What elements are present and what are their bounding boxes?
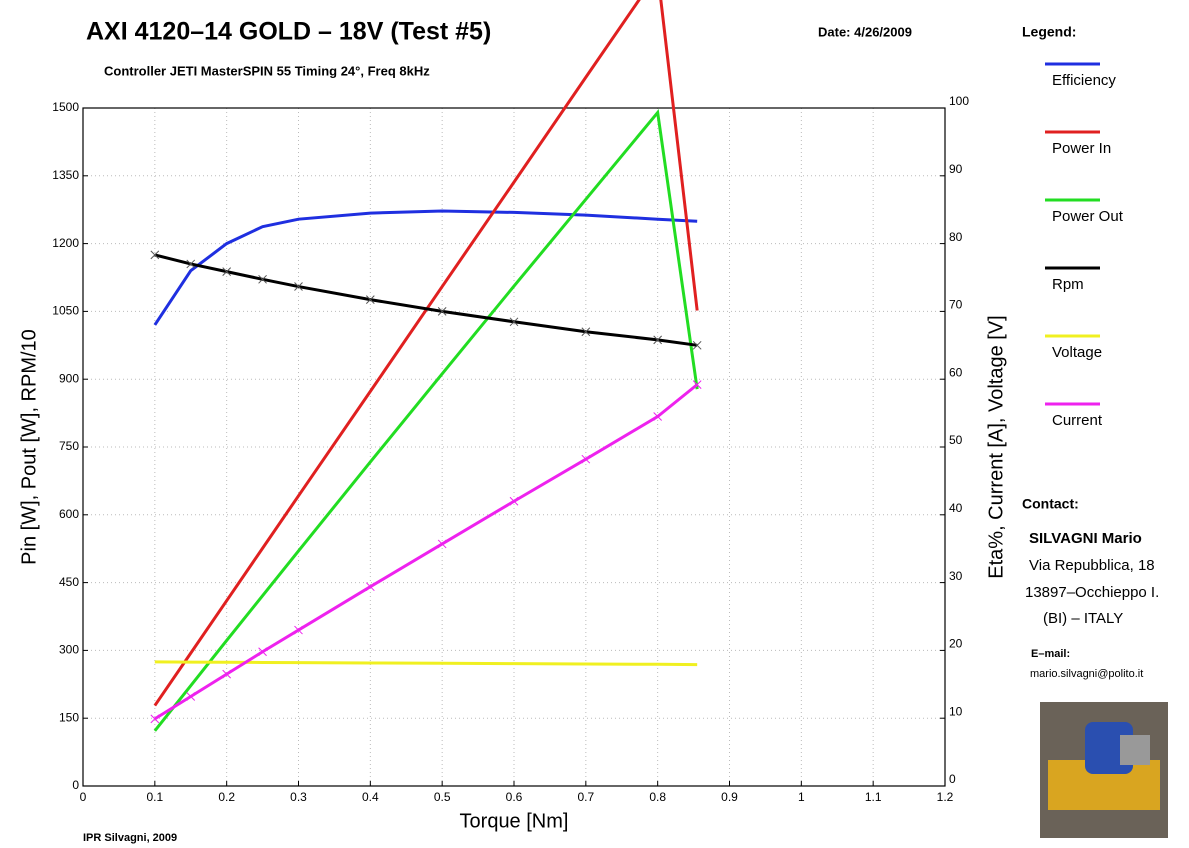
- y-tick-label: 300: [59, 643, 79, 657]
- point-marker: [509, 317, 519, 327]
- y-tick-label: 1200: [52, 236, 79, 250]
- x-tick-label: 0.1: [146, 790, 163, 804]
- series-line: [153, 0, 699, 707]
- email: mario.silvagni@polito.it: [1030, 668, 1143, 680]
- point-marker: [437, 539, 447, 549]
- legend-label: Power Out: [1052, 208, 1124, 225]
- y-tick-label: 450: [59, 575, 79, 589]
- legend-title: Legend:: [1022, 24, 1076, 40]
- contact-title: Contact:: [1022, 496, 1079, 512]
- point-marker: [692, 340, 702, 350]
- y-tick-label: 900: [59, 371, 79, 385]
- point-marker: [653, 412, 663, 421]
- chart-title: AXI 4120–14 GOLD – 18V (Test #5): [86, 18, 491, 46]
- point-marker: [437, 307, 447, 316]
- point-marker: [365, 582, 375, 592]
- y-tick-label: 1050: [52, 304, 79, 318]
- y2-tick-label: 10: [949, 704, 963, 718]
- contact-street: Via Repubblica, 18: [1029, 557, 1155, 574]
- y2-tick-label: 60: [949, 365, 963, 379]
- legend-label: Voltage: [1052, 344, 1102, 361]
- point-marker: [581, 454, 591, 464]
- x-tick-label: 0.5: [434, 790, 451, 804]
- series-line: [153, 108, 699, 732]
- point-marker: [365, 295, 375, 305]
- plot-frame: [82, 107, 946, 787]
- x-tick-label: 1.2: [937, 790, 954, 804]
- photo: [1040, 702, 1168, 838]
- x-tick-label: 1: [798, 790, 805, 804]
- point-marker: [150, 714, 160, 724]
- y-tick-label: 0: [72, 778, 79, 792]
- legend-label: Rpm: [1052, 276, 1084, 293]
- y2-tick-label: 40: [949, 501, 963, 515]
- x-tick-label: 0.6: [506, 790, 523, 804]
- y-tick-label: 1500: [52, 100, 79, 114]
- y-tick-label: 1350: [52, 168, 79, 182]
- series-line: [154, 253, 698, 347]
- y2-tick-label: 0: [949, 772, 956, 786]
- x-tick-label: 1.1: [865, 790, 882, 804]
- date: Date: 4/26/2009: [818, 24, 912, 39]
- contact-region: (BI) – ITALY: [1043, 610, 1123, 627]
- point-marker: [222, 669, 232, 679]
- point-marker: [581, 327, 591, 337]
- point-marker: [509, 496, 519, 506]
- x-tick-label: 0.8: [649, 790, 666, 804]
- contact-city: 13897–Occhieppo I.: [1025, 584, 1159, 601]
- legend-label: Power In: [1052, 140, 1111, 157]
- x-axis-label: Torque [Nm]: [460, 810, 569, 832]
- x-tick-label: 0.3: [290, 790, 307, 804]
- x-tick-label: 0.4: [362, 790, 379, 804]
- series-line: [154, 660, 698, 667]
- y2-tick-label: 50: [949, 433, 963, 447]
- y-tick-label: 750: [59, 439, 79, 453]
- point-marker: [222, 267, 232, 276]
- x-tick-label: 0.9: [721, 790, 738, 804]
- y2-axis-label: Eta%, Current [A], Voltage [V]: [985, 315, 1007, 578]
- point-marker: [150, 250, 160, 260]
- point-marker: [653, 335, 663, 345]
- series-line: [154, 383, 699, 721]
- point-marker: [294, 625, 303, 635]
- legend-label: Efficiency: [1052, 72, 1116, 89]
- y2-tick-label: 30: [949, 569, 963, 583]
- y2-tick-label: 20: [949, 637, 963, 651]
- point-marker: [258, 274, 267, 284]
- y2-tick-label: 70: [949, 298, 963, 312]
- email-label: E–mail:: [1031, 648, 1070, 660]
- legend-label: Current: [1052, 412, 1103, 429]
- point-marker: [258, 647, 267, 657]
- point-marker: [294, 282, 303, 291]
- y-axis-label: Pin [W], Pout [W], RPM/10: [18, 329, 40, 565]
- y-tick-label: 150: [59, 710, 79, 724]
- x-tick-label: 0.7: [577, 790, 594, 804]
- point-marker: [692, 380, 702, 389]
- y2-tick-label: 100: [949, 94, 969, 108]
- point-marker: [186, 259, 196, 269]
- x-tick-label: 0.2: [218, 790, 235, 804]
- footer: IPR Silvagni, 2009: [83, 832, 177, 844]
- y2-tick-label: 80: [949, 230, 963, 244]
- y2-tick-label: 90: [949, 162, 963, 176]
- chart-subtitle: Controller JETI MasterSPIN 55 Timing 24°…: [104, 63, 430, 78]
- point-marker: [186, 692, 196, 701]
- contact-name: SILVAGNI Mario: [1029, 530, 1142, 547]
- x-tick-label: 0: [80, 790, 87, 804]
- y-tick-label: 600: [59, 507, 79, 521]
- series-line: [153, 209, 698, 326]
